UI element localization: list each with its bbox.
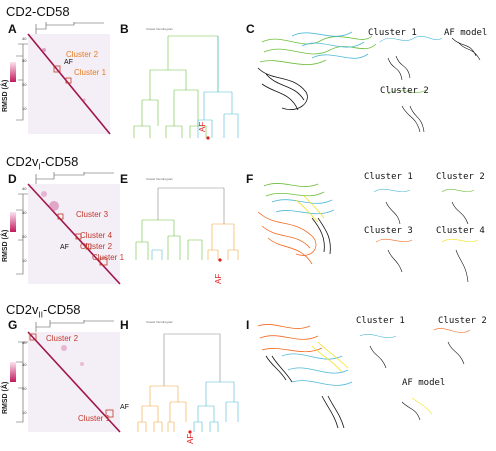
- axis-label-g: RMSD (Å): [2, 381, 9, 414]
- heatmap-d-label-cluster3: Cluster 3: [76, 210, 109, 219]
- row-title-cd2-cd58: CD2-CD58: [6, 4, 70, 19]
- panel-label-c: C: [246, 22, 255, 36]
- panel-label-f: F: [246, 172, 254, 186]
- dendro-title-h: Cluster Dendrogram: [146, 320, 174, 324]
- panel-label-a: A: [8, 22, 17, 36]
- dendrogram-h: [137, 333, 239, 434]
- tick-g-10: 10: [22, 410, 27, 415]
- tick-a-20: 20: [22, 82, 27, 87]
- row-title-cd2vi-cd58: CD2vI-CD58: [6, 154, 79, 172]
- structure-label-i-cluster2: Cluster 2: [438, 316, 487, 326]
- structure-label-i-cluster1: Cluster 1: [356, 316, 405, 326]
- panel-label-i: I: [246, 318, 250, 332]
- tick-g-20: 20: [22, 386, 27, 391]
- af-tag-h: AF: [186, 433, 195, 444]
- dendrogram-b: [133, 35, 239, 140]
- tick-a-10: 10: [22, 106, 27, 111]
- dendro-title-e: Cluster Dendrogram: [146, 177, 174, 181]
- axis-label-a: RMSD (Å): [2, 79, 9, 112]
- af-tag-e: AF: [214, 273, 223, 284]
- panel-label-b: B: [120, 22, 129, 36]
- tick-g-30: 30: [22, 362, 27, 367]
- tick-a-30: 30: [22, 58, 27, 63]
- panel-label-d: D: [8, 172, 17, 186]
- tick-d-10: 10: [22, 258, 27, 263]
- heatmap-a-label-cluster1: Cluster 1: [74, 68, 107, 77]
- color-scale-g: [10, 362, 16, 382]
- heatmap-d-label-cluster4: Cluster 4: [80, 231, 113, 240]
- dendro-title-b: Cluster Dendrogram: [146, 27, 174, 31]
- dendrogram-e: [135, 187, 239, 262]
- tick-g-40: 40: [22, 340, 27, 345]
- axis-label-d: RMSD (Å): [2, 229, 9, 262]
- rmsd-heatmap-a: [16, 22, 111, 135]
- tick-d-30: 30: [22, 210, 27, 215]
- structure-label-f-cluster2: Cluster 2: [436, 172, 485, 182]
- structure-label-f-cluster1: Cluster 1: [364, 172, 413, 182]
- panel-label-g: G: [8, 318, 18, 332]
- heatmap-d-label-cluster1: Cluster 1: [92, 253, 125, 262]
- structure-label-i-af-model: AF model: [402, 378, 446, 388]
- row-title-cd2vii-cd58: CD2vII-CD58: [6, 302, 81, 320]
- tick-d-20: 20: [22, 234, 27, 239]
- tick-a-40: 40: [22, 36, 27, 41]
- heatmap-a-label-cluster2: Cluster 2: [66, 50, 99, 59]
- structure-label-f-cluster3: Cluster 3: [364, 226, 413, 236]
- tick-d-40: 40: [22, 186, 27, 191]
- structures-i: [257, 324, 471, 429]
- panel-label-e: E: [120, 172, 129, 186]
- rmsd-heatmap-d: [16, 172, 121, 285]
- structures-c: [257, 31, 481, 133]
- panel-label-h: H: [120, 318, 129, 332]
- structure-label-c-cluster2: Cluster 2: [380, 86, 429, 96]
- rmsd-heatmap-g: [16, 320, 121, 433]
- heatmap-g-label-af: AF: [120, 404, 129, 411]
- heatmap-g-label-cluster1: Cluster 1: [78, 414, 111, 423]
- heatmap-a-label-af: AF: [64, 59, 73, 66]
- structures-f: [257, 183, 479, 283]
- structure-label-c-cluster1: Cluster 1: [368, 28, 417, 38]
- color-scale-d: [10, 212, 16, 232]
- heatmap-g-label-cluster2: Cluster 2: [46, 334, 79, 343]
- heatmap-d-label-cluster2: Cluster 2: [80, 242, 113, 251]
- af-tag-b: AF: [198, 121, 207, 132]
- structure-label-f-cluster4: Cluster 4: [436, 226, 485, 236]
- structure-label-c-af-model: AF model: [444, 28, 488, 38]
- heatmap-d-label-af: AF: [60, 244, 69, 251]
- color-scale-a: [10, 62, 16, 82]
